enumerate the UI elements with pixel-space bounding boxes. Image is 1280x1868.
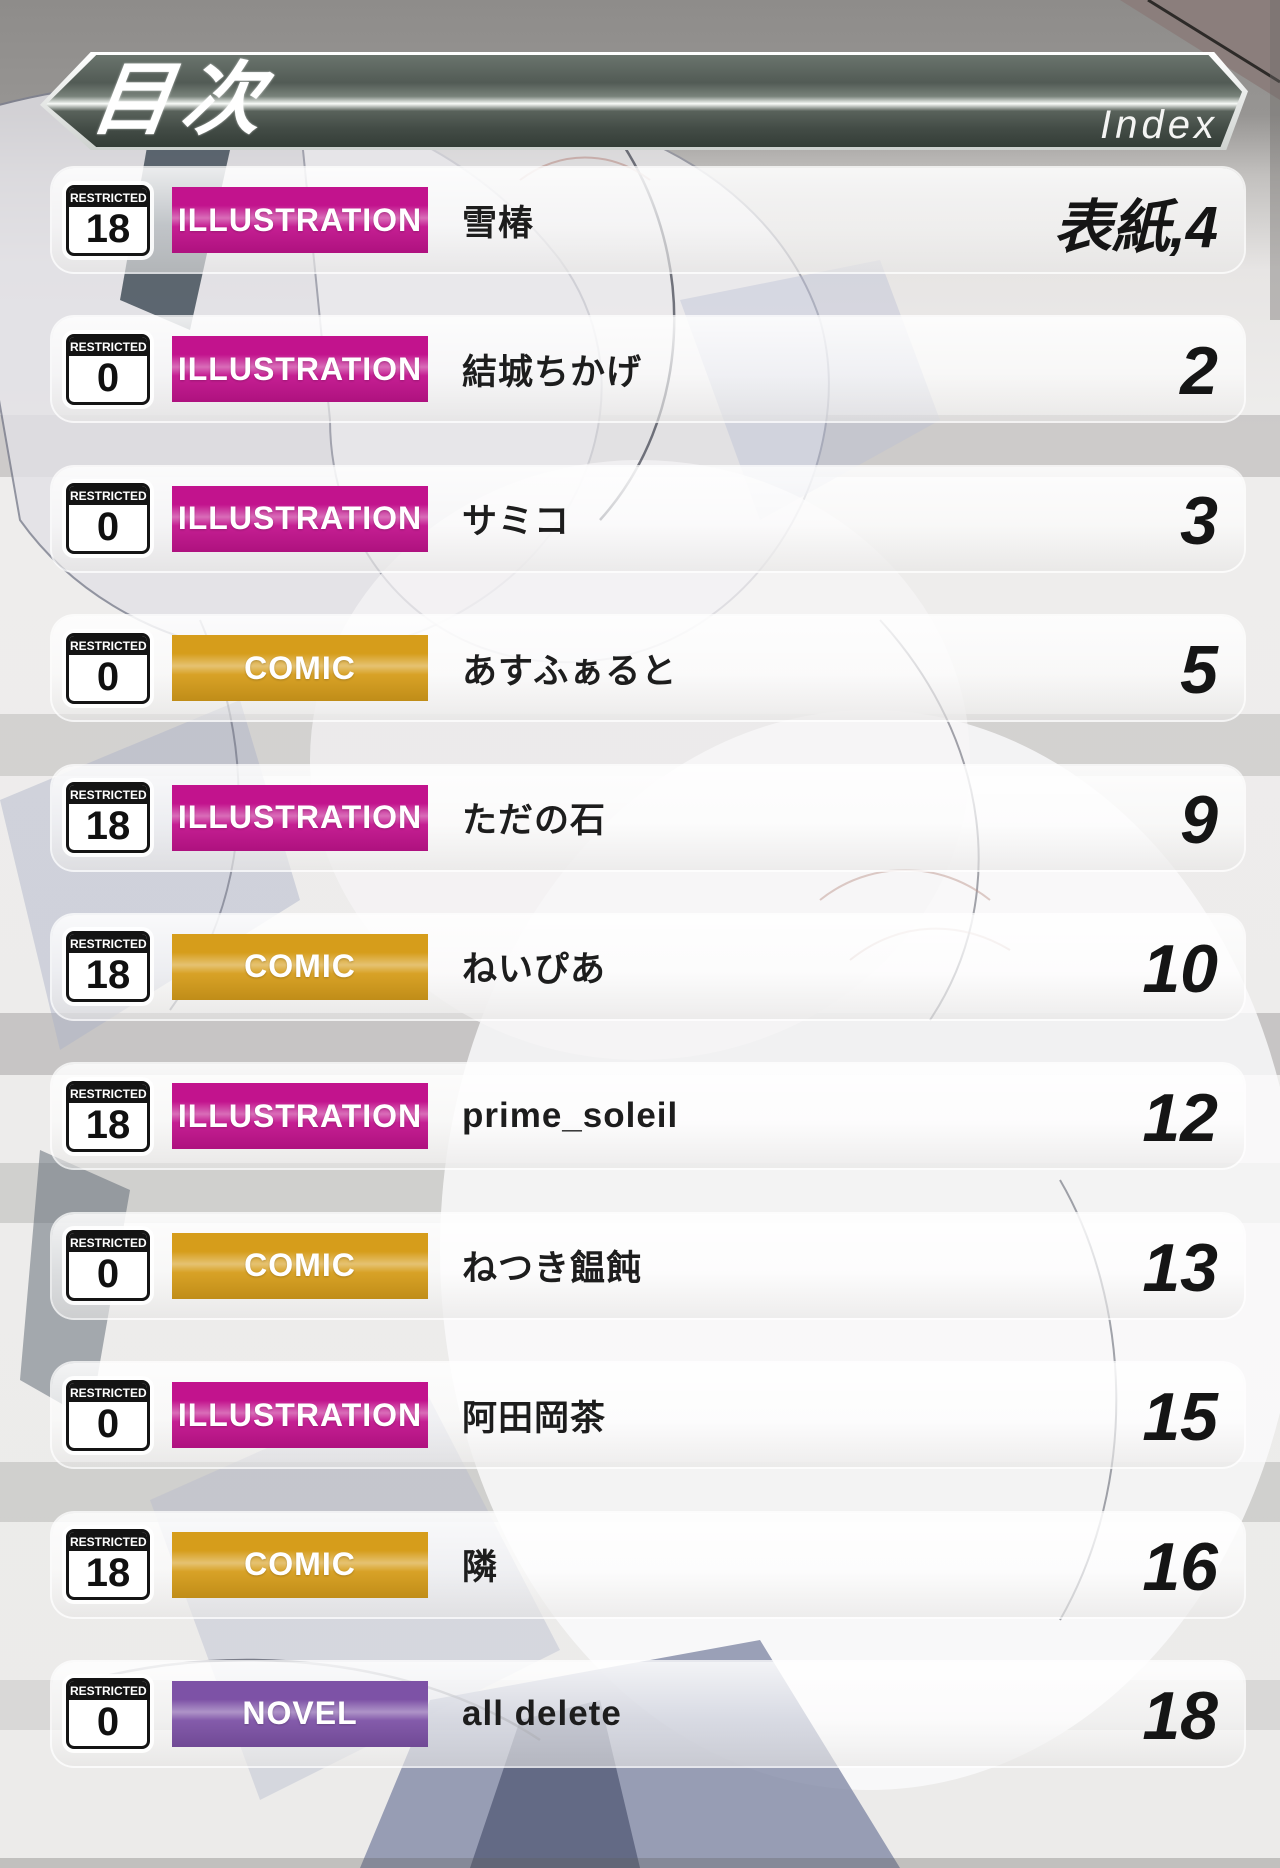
page-number: 18 (1142, 1677, 1218, 1754)
author-name: 雪椿 (462, 203, 535, 243)
restricted-badge-label: RESTRICTED (69, 1382, 147, 1402)
author-name: あすふぁると (462, 651, 678, 691)
author-name: ねつき饂飩 (462, 1249, 643, 1289)
author-name: all delete (462, 1693, 622, 1733)
category-tag-label: ILLUSTRATION (177, 500, 423, 537)
restricted-badge-rating: 0 (96, 1252, 120, 1297)
restricted-badge-label: RESTRICTED (69, 336, 147, 356)
restricted-badge: RESTRICTED 18 (66, 931, 150, 1003)
index-entry-row: RESTRICTED 18 ILLUSTRATION 雪椿 表紙,4 (52, 168, 1244, 272)
author-name: 結城ちかげ (462, 352, 643, 392)
header-banner-plate (46, 55, 1242, 147)
category-tag: ILLUSTRATION (172, 485, 428, 552)
page-number: 13 (1142, 1229, 1218, 1306)
page-number: 3 (1180, 482, 1218, 559)
restricted-badge: RESTRICTED 0 (66, 1230, 150, 1302)
author-name: サミコ (462, 502, 571, 542)
author-name: 隣 (462, 1548, 499, 1588)
index-list: RESTRICTED 18 ILLUSTRATION 雪椿 表紙,4 RESTR… (52, 168, 1244, 1766)
category-tag: COMIC (172, 635, 428, 702)
category-tag: COMIC (172, 1531, 428, 1598)
restricted-badge-rating: 18 (85, 1102, 131, 1147)
restricted-badge-label: RESTRICTED (69, 486, 147, 506)
index-entry-row: RESTRICTED 0 COMIC ねつき饂飩 13 (52, 1213, 1244, 1318)
restricted-badge-label: RESTRICTED (69, 1233, 147, 1253)
restricted-badge-rating: 18 (85, 206, 131, 251)
restricted-badge-label: RESTRICTED (69, 934, 147, 954)
category-tag: ILLUSTRATION (172, 336, 428, 403)
restricted-badge-rating: 0 (96, 1401, 120, 1446)
restricted-badge-label: RESTRICTED (69, 635, 147, 655)
header-banner: 目次 Index (40, 52, 1248, 150)
category-tag-label: ILLUSTRATION (177, 1396, 423, 1433)
index-entry-row: RESTRICTED 0 COMIC あすふぁると 5 (52, 616, 1244, 721)
category-tag-label: ILLUSTRATION (177, 201, 423, 238)
page-title-english: Index (1100, 103, 1218, 147)
author-name: ただの石 (462, 801, 607, 841)
index-entry-row: RESTRICTED 18 ILLUSTRATION prime_soleil … (52, 1064, 1244, 1169)
category-tag-label: COMIC (244, 948, 356, 985)
category-tag: COMIC (172, 1232, 428, 1299)
page-number: 10 (1142, 930, 1218, 1007)
restricted-badge: RESTRICTED 0 (66, 1678, 150, 1750)
restricted-badge-label: RESTRICTED (69, 1532, 147, 1552)
page-number: 12 (1142, 1080, 1218, 1157)
restricted-badge: RESTRICTED 18 (66, 1080, 150, 1152)
restricted-badge: RESTRICTED 0 (66, 632, 150, 704)
category-tag-label: COMIC (244, 1247, 356, 1284)
restricted-badge-rating: 0 (96, 505, 120, 550)
index-entry-row: RESTRICTED 18 COMIC 隣 16 (52, 1512, 1244, 1617)
restricted-badge-rating: 0 (96, 355, 120, 400)
author-name: prime_soleil (462, 1096, 679, 1136)
restricted-badge: RESTRICTED 0 (66, 1379, 150, 1451)
restricted-badge-rating: 18 (85, 1551, 131, 1596)
category-tag: COMIC (172, 933, 428, 1000)
restricted-badge-label: RESTRICTED (69, 785, 147, 805)
page-title: 目次 (85, 55, 279, 144)
restricted-badge: RESTRICTED 18 (66, 782, 150, 854)
restricted-badge-rating: 0 (96, 1700, 120, 1745)
category-tag: ILLUSTRATION (172, 1083, 428, 1150)
page-number: 2 (1180, 333, 1218, 410)
index-entry-row: RESTRICTED 0 NOVEL all delete 18 (52, 1661, 1244, 1766)
index-entry-row: RESTRICTED 0 ILLUSTRATION サミコ 3 (52, 466, 1244, 571)
category-tag: ILLUSTRATION (172, 784, 428, 851)
restricted-badge-rating: 0 (96, 654, 120, 699)
author-name: ねいぴあ (462, 950, 607, 990)
page-number: 16 (1142, 1528, 1218, 1605)
index-entry-row: RESTRICTED 18 ILLUSTRATION ただの石 9 (52, 765, 1244, 870)
category-tag-label: ILLUSTRATION (177, 799, 423, 836)
index-entry-row: RESTRICTED 18 COMIC ねいぴあ 10 (52, 914, 1244, 1019)
restricted-badge: RESTRICTED 18 (66, 1529, 150, 1601)
page-number: 5 (1180, 632, 1218, 709)
page-number: 9 (1180, 781, 1218, 858)
index-entry-row: RESTRICTED 0 ILLUSTRATION 阿田岡茶 15 (52, 1363, 1244, 1468)
category-tag-label: ILLUSTRATION (177, 1097, 423, 1134)
category-tag-label: COMIC (244, 1546, 356, 1583)
restricted-badge-label: RESTRICTED (69, 187, 147, 207)
category-tag: NOVEL (172, 1680, 428, 1747)
restricted-badge-label: RESTRICTED (69, 1083, 147, 1103)
restricted-badge-rating: 18 (85, 953, 131, 998)
category-tag-label: ILLUSTRATION (177, 350, 423, 387)
page-number: 表紙,4 (1053, 195, 1218, 260)
page-number: 15 (1142, 1379, 1218, 1456)
author-name: 阿田岡茶 (462, 1398, 607, 1438)
category-tag: ILLUSTRATION (172, 1382, 428, 1449)
category-tag: ILLUSTRATION (172, 187, 428, 253)
restricted-badge-rating: 18 (85, 804, 131, 849)
category-tag-label: NOVEL (242, 1695, 358, 1732)
restricted-badge: RESTRICTED 0 (66, 333, 150, 405)
restricted-badge: RESTRICTED 18 (66, 184, 150, 256)
restricted-badge-label: RESTRICTED (69, 1681, 147, 1701)
category-tag-label: COMIC (244, 649, 356, 686)
index-entry-row: RESTRICTED 0 ILLUSTRATION 結城ちかげ 2 (52, 317, 1244, 422)
restricted-badge: RESTRICTED 0 (66, 483, 150, 555)
